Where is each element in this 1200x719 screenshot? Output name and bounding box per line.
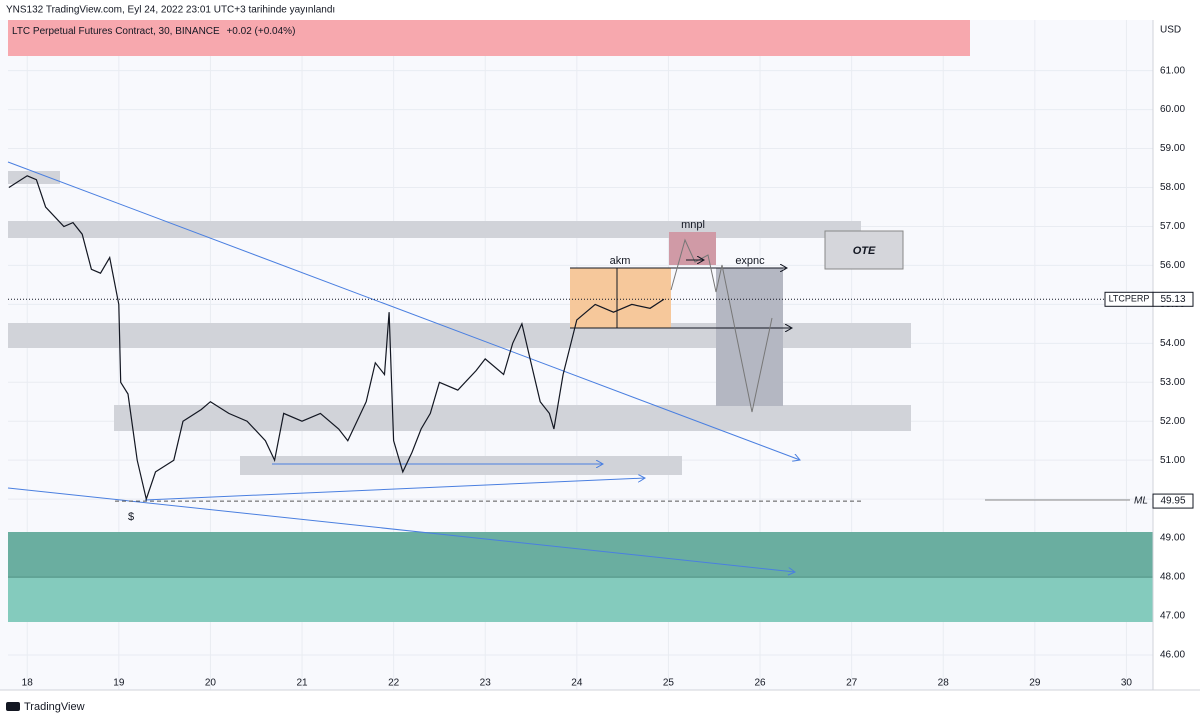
x-tick-label: 18: [22, 678, 34, 689]
y-tick-label: 54.00: [1160, 338, 1185, 349]
x-tick-label: 25: [663, 678, 675, 689]
y-tick-label: 56.00: [1160, 260, 1185, 271]
y-tick-label: 57.00: [1160, 221, 1185, 232]
annotation: $: [128, 511, 134, 523]
annotation: mnpl: [681, 219, 705, 231]
y-tick-label: 59.00: [1160, 143, 1185, 154]
ml-label: ML: [1134, 496, 1148, 507]
price-tag: [1152, 291, 1194, 307]
price-tag: [1152, 493, 1194, 509]
title: LTC Perpetual Futures Contract, 30, BINA…: [12, 26, 220, 37]
footer-text: TradingView: [24, 701, 85, 713]
annotation: OTE: [853, 245, 876, 257]
x-tick-label: 19: [113, 678, 125, 689]
current-price-label: 55.13: [1160, 294, 1185, 305]
zones: [8, 20, 1153, 622]
trend-line: [144, 478, 645, 501]
x-tick-label: 20: [205, 678, 217, 689]
currency: USD: [1160, 25, 1181, 36]
price-axis: [1153, 20, 1200, 690]
y-tick-label: 49.00: [1160, 533, 1185, 544]
symbol-label: LTCPERP: [1109, 294, 1150, 304]
zone: [8, 221, 861, 238]
logo: [6, 702, 20, 711]
x-tick-label: 26: [754, 678, 766, 689]
y-tick-label: 52.00: [1160, 416, 1185, 427]
x-tick-label: 30: [1121, 678, 1133, 689]
header-bar: [0, 0, 1200, 20]
price-line: [8, 175, 665, 502]
ml-price-label: 49.95: [1160, 496, 1185, 507]
x-tick-label: 27: [846, 678, 858, 689]
x-tick-label: 29: [1029, 678, 1041, 689]
trend-line: [7, 161, 800, 460]
drawings: [7, 161, 1130, 572]
y-tick-label: 53.00: [1160, 377, 1185, 388]
y-tick-label: 48.00: [1160, 572, 1185, 583]
x-tick-label: 23: [480, 678, 492, 689]
zone: [240, 456, 682, 475]
x-tick-label: 21: [296, 678, 308, 689]
x-tick-label: 22: [388, 678, 400, 689]
akm-zone: [570, 268, 671, 328]
y-tick-label: 60.00: [1160, 104, 1185, 115]
x-tick-label: 24: [571, 678, 583, 689]
annotation: expnc: [735, 255, 765, 267]
header-text: YNS132 TradingView.com, Eyl 24, 2022 23:…: [6, 5, 335, 16]
projection: [670, 238, 773, 413]
change: +0.02 (+0.04%): [226, 26, 295, 37]
y-tick-label: 51.00: [1160, 455, 1185, 466]
demand-zone: [8, 576, 1153, 622]
demand-zone: [8, 532, 1153, 576]
chart-title: LTC Perpetual Futures Contract, 30, BINA…: [12, 26, 295, 37]
zone: [114, 405, 911, 431]
y-tick-label: 46.00: [1160, 650, 1185, 661]
annotation: akm: [610, 255, 631, 267]
ote-box: [824, 230, 904, 270]
y-tick-label: 58.00: [1160, 182, 1185, 193]
y-tick-label: 61.00: [1160, 65, 1185, 76]
footer-bar: [0, 690, 1200, 719]
expnc-zone: [716, 268, 783, 406]
x-tick-label: 28: [938, 678, 950, 689]
zone: [8, 171, 60, 184]
supply-zone: [8, 20, 970, 56]
y-tick-label: 47.00: [1160, 611, 1185, 622]
trend-line: [7, 487, 795, 572]
